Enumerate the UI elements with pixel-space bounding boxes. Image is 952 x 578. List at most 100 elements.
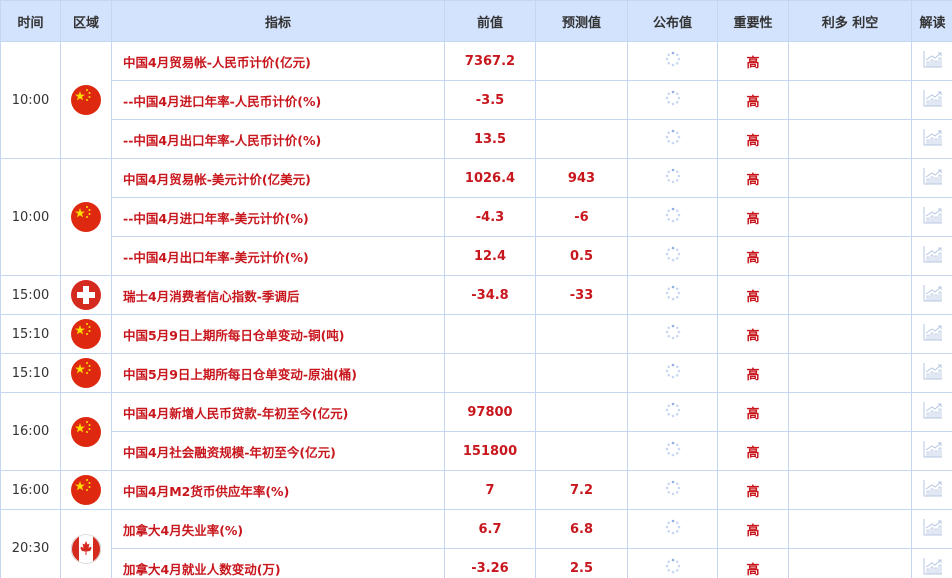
importance-cell: 高 xyxy=(717,158,789,198)
previous-cell: -3.5 xyxy=(444,80,536,120)
previous-cell: 151800 xyxy=(444,431,536,471)
analysis-cell[interactable] xyxy=(911,197,952,237)
region-cell xyxy=(60,275,112,315)
actual-cell xyxy=(627,80,718,120)
importance-cell: 高 xyxy=(717,119,789,159)
analysis-cell[interactable] xyxy=(911,314,952,354)
analysis-cell[interactable] xyxy=(911,470,952,510)
time-cell: 10:00 xyxy=(0,158,61,276)
chart-analysis-icon[interactable] xyxy=(923,362,943,384)
indicator-cell[interactable]: 中国4月新增人民币贷款-年初至今(亿元) xyxy=(111,392,445,432)
indicator-cell[interactable]: 中国4月贸易帐-美元计价(亿美元) xyxy=(111,158,445,198)
region-cell xyxy=(60,158,112,276)
loading-spinner-icon xyxy=(665,363,681,383)
forecast-cell: 0.5 xyxy=(535,236,628,276)
china-flag-icon xyxy=(71,475,101,505)
impact-cell xyxy=(788,431,912,471)
actual-cell xyxy=(627,275,718,315)
analysis-cell[interactable] xyxy=(911,548,952,578)
forecast-cell: -6 xyxy=(535,197,628,237)
forecast-cell xyxy=(535,119,628,159)
importance-cell: 高 xyxy=(717,431,789,471)
forecast-cell: -33 xyxy=(535,275,628,315)
previous-cell: -3.26 xyxy=(444,548,536,578)
importance-cell: 高 xyxy=(717,275,789,315)
impact-cell xyxy=(788,158,912,198)
chart-analysis-icon[interactable] xyxy=(923,518,943,540)
chart-analysis-icon[interactable] xyxy=(923,323,943,345)
indicator-cell[interactable]: 中国5月9日上期所每日仓单变动-原油(桶) xyxy=(111,353,445,393)
chart-analysis-icon[interactable] xyxy=(923,89,943,111)
analysis-cell[interactable] xyxy=(911,509,952,549)
header-analysis: 解读 xyxy=(911,0,952,42)
importance-cell: 高 xyxy=(717,392,789,432)
header-time: 时间 xyxy=(0,0,61,42)
time-cell: 16:00 xyxy=(0,392,61,471)
actual-cell xyxy=(627,41,718,81)
region-cell xyxy=(60,353,112,393)
chart-analysis-icon[interactable] xyxy=(923,479,943,501)
indicator-cell[interactable]: --中国4月进口年率-人民币计价(%) xyxy=(111,80,445,120)
actual-cell xyxy=(627,431,718,471)
previous-cell: 97800 xyxy=(444,392,536,432)
actual-cell xyxy=(627,314,718,354)
actual-cell xyxy=(627,236,718,276)
analysis-cell[interactable] xyxy=(911,41,952,81)
forecast-cell xyxy=(535,353,628,393)
loading-spinner-icon xyxy=(665,480,681,500)
indicator-cell[interactable]: 中国5月9日上期所每日仓单变动-铜(吨) xyxy=(111,314,445,354)
forecast-cell: 7.2 xyxy=(535,470,628,510)
previous-cell xyxy=(444,314,536,354)
impact-cell xyxy=(788,314,912,354)
importance-cell: 高 xyxy=(717,236,789,276)
chart-analysis-icon[interactable] xyxy=(923,245,943,267)
indicator-cell[interactable]: 加拿大4月失业率(%) xyxy=(111,509,445,549)
indicator-cell[interactable]: 中国4月M2货币供应年率(%) xyxy=(111,470,445,510)
chart-analysis-icon[interactable] xyxy=(923,440,943,462)
header-row: 时间 区域 指标 前值 预测值 公布值 重要性 利多 利空 解读 xyxy=(0,0,952,42)
analysis-cell[interactable] xyxy=(911,236,952,276)
analysis-cell[interactable] xyxy=(911,275,952,315)
previous-cell: 1026.4 xyxy=(444,158,536,198)
header-region: 区域 xyxy=(60,0,112,42)
indicator-cell[interactable]: --中国4月出口年率-人民币计价(%) xyxy=(111,119,445,159)
previous-cell: 7 xyxy=(444,470,536,510)
analysis-cell[interactable] xyxy=(911,80,952,120)
impact-cell xyxy=(788,548,912,578)
chart-analysis-icon[interactable] xyxy=(923,167,943,189)
chart-analysis-icon[interactable] xyxy=(923,128,943,150)
chart-analysis-icon[interactable] xyxy=(923,284,943,306)
previous-cell: 12.4 xyxy=(444,236,536,276)
indicator-cell[interactable]: 中国4月贸易帐-人民币计价(亿元) xyxy=(111,41,445,81)
analysis-cell[interactable] xyxy=(911,353,952,393)
indicator-cell[interactable]: --中国4月进口年率-美元计价(%) xyxy=(111,197,445,237)
chart-analysis-icon[interactable] xyxy=(923,557,943,578)
forecast-cell xyxy=(535,314,628,354)
forecast-cell xyxy=(535,41,628,81)
analysis-cell[interactable] xyxy=(911,158,952,198)
analysis-cell[interactable] xyxy=(911,431,952,471)
actual-cell xyxy=(627,470,718,510)
indicator-cell[interactable]: 瑞士4月消费者信心指数-季调后 xyxy=(111,275,445,315)
region-cell xyxy=(60,314,112,354)
indicator-cell[interactable]: 加拿大4月就业人数变动(万) xyxy=(111,548,445,578)
indicator-cell[interactable]: --中国4月出口年率-美元计价(%) xyxy=(111,236,445,276)
china-flag-icon xyxy=(71,358,101,388)
table-row: 15:00 瑞士4月消费者信心指数-季调后 -34.8 -33 高 xyxy=(0,275,952,315)
importance-cell: 高 xyxy=(717,509,789,549)
china-flag-icon xyxy=(71,85,101,115)
analysis-cell[interactable] xyxy=(911,119,952,159)
chart-analysis-icon[interactable] xyxy=(923,401,943,423)
forecast-cell: 943 xyxy=(535,158,628,198)
impact-cell xyxy=(788,509,912,549)
table-row: 10:00 中国4月贸易帐-美元计价(亿美元) 1026.4 943 高 xyxy=(0,158,952,276)
chart-analysis-icon[interactable] xyxy=(923,206,943,228)
analysis-cell[interactable] xyxy=(911,392,952,432)
importance-cell: 高 xyxy=(717,353,789,393)
indicator-cell[interactable]: 中国4月社会融资规模-年初至今(亿元) xyxy=(111,431,445,471)
previous-cell: 6.7 xyxy=(444,509,536,549)
chart-analysis-icon[interactable] xyxy=(923,50,943,72)
previous-cell: 13.5 xyxy=(444,119,536,159)
time-cell: 20:30 xyxy=(0,509,61,578)
